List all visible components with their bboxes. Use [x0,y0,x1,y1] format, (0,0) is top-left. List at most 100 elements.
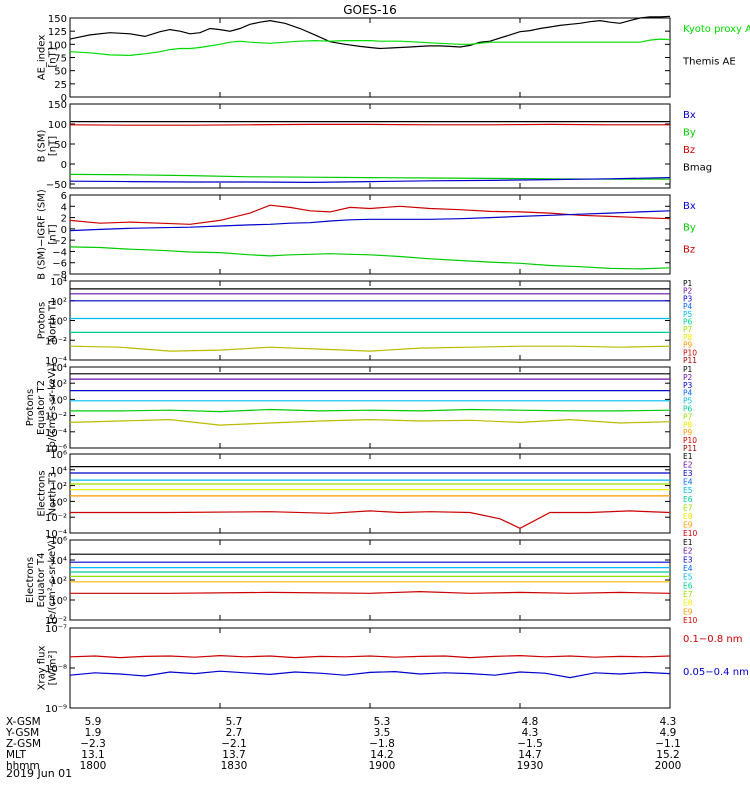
legend-entry: E3 [683,469,693,478]
legend-entry: E6 [683,581,693,590]
legend-entry: P6 [683,318,693,327]
y-tick-label: 10⁶ [50,536,67,547]
x-axis-value: 4.3 [522,727,539,739]
y-tick-label: 150 [48,14,67,25]
series-bx [69,177,671,184]
series-bx [69,210,671,232]
legend-entry: E10 [683,616,698,625]
legend-entry: P5 [683,310,693,319]
legend-entry: P9 [683,428,693,437]
y-tick-label: 10² [50,297,67,308]
x-axis-value: 3.5 [374,727,391,739]
y-tick-label: 6 [61,191,67,202]
y-tick-label: −4 [52,247,67,258]
legend-entry: P5 [683,397,693,406]
x-axis-value: 2000 [655,760,682,772]
legend-entry: Bx [683,110,696,121]
y-axis-label: [p/(cm²-s-sr-keV)] [47,364,58,452]
x-axis-value: 4.8 [522,716,539,728]
y-tick-label: 150 [48,100,67,111]
y-axis-label: [W/m²] [48,650,59,685]
legend-entry: P7 [683,325,693,334]
legend-entry: By [683,128,696,139]
y-tick-label: 10⁶ [50,450,67,461]
y-tick-label: 10⁻⁴ [45,356,67,367]
y-axis-label: Protons [25,389,36,426]
y-axis-label: B (SM) [37,129,48,162]
y-tick-label: 10⁻² [45,336,67,347]
y-tick-label: 0 [61,225,67,236]
y-axis-label: [nT] [48,47,59,67]
series-by [69,246,671,270]
x-axis-value: 13.7 [222,749,245,761]
y-tick-label: 10² [50,576,67,587]
legend-entry: By [683,223,696,234]
x-axis-value: 13.1 [81,749,104,761]
panel-protons_t1: 10⁻⁴ 10⁻² 10⁰ 10² 10⁴ Protons North T1 P1P2P3P4… [37,277,698,367]
y-axis-label: B (SM)−IGRF (SM) [37,189,48,280]
y-tick-label: 50 [54,67,67,78]
legend-entry: Themis AE [682,57,736,68]
legend-entry: E7 [683,503,693,512]
legend-entry: E10 [683,529,698,538]
legend-entry: E1 [683,538,693,547]
x-axis-row-label: Z-GSM [6,738,41,750]
y-axis-label: Electrons [25,557,36,603]
y-tick-label: 75 [54,54,67,65]
y-tick-label: 25 [54,80,67,91]
x-axis-row-label: hhmm [6,760,40,772]
x-axis-value: 4.3 [660,716,677,728]
legend-entry: Bx [683,201,696,212]
x-axis-value: 1.9 [85,727,102,739]
y-tick-label: 0 [61,93,67,104]
legend-entry: E5 [683,486,693,495]
legend-entry: E9 [683,607,693,616]
legend-entry: E4 [683,478,693,487]
x-axis-row-label: MLT [6,749,26,761]
series-kyoto-proxy-ae [69,38,671,57]
series-themis-ae [69,15,671,50]
x-axis-table: 2019 Jun 01 X-GSM 5.9 5.7 5.3 4.8 4.3Y-GSM 1.9… [5,716,681,780]
legend-entry: Bz [683,244,695,255]
x-axis-row-label: X-GSM [6,716,41,728]
legend-entry: E8 [683,599,693,608]
y-tick-label: 50 [54,140,67,151]
y-tick-label: −2 [52,236,67,247]
series-e10 [70,510,671,529]
y-tick-label: 10² [50,379,67,390]
series-p8 [69,345,671,352]
legend-entry: P11 [683,356,697,365]
x-axis-value: 1830 [221,760,248,772]
legend-entry: P1 [683,279,693,288]
legend-entry: Bz [683,145,695,156]
x-axis-value: −1.5 [517,738,543,750]
y-tick-label: 125 [48,27,67,38]
legend-entry: P1 [683,365,693,374]
legend-entry: E8 [683,512,693,521]
panel-frame [69,539,671,621]
y-tick-label: 10⁴ [50,277,67,288]
legend-entry: E4 [683,564,693,573]
y-tick-label: 10² [50,482,67,493]
legend-entry: P4 [683,389,693,398]
x-axis-row-label: Y-GSM [5,727,39,739]
y-tick-label: 10⁻² [45,616,67,627]
y-axis-label: North T1 [48,299,59,343]
y-axis-label: AE_index [37,35,48,81]
series-0-05-0-4-nm [69,670,671,679]
y-tick-label: 100 [48,40,67,51]
legend-entry: Bmag [683,163,712,174]
x-axis-value: 15.2 [656,749,679,761]
x-axis-value: 14.2 [370,749,393,761]
y-tick-label: −8 [52,270,67,281]
panel-frame [69,627,671,709]
y-tick-label: 10⁰ [50,497,67,508]
x-axis-value: 14.7 [518,749,541,761]
y-tick-label: 10⁴ [50,556,67,567]
x-axis-value: 5.3 [374,716,391,728]
y-tick-label: 4 [61,202,67,213]
y-tick-label: 10⁻⁸ [45,664,67,675]
